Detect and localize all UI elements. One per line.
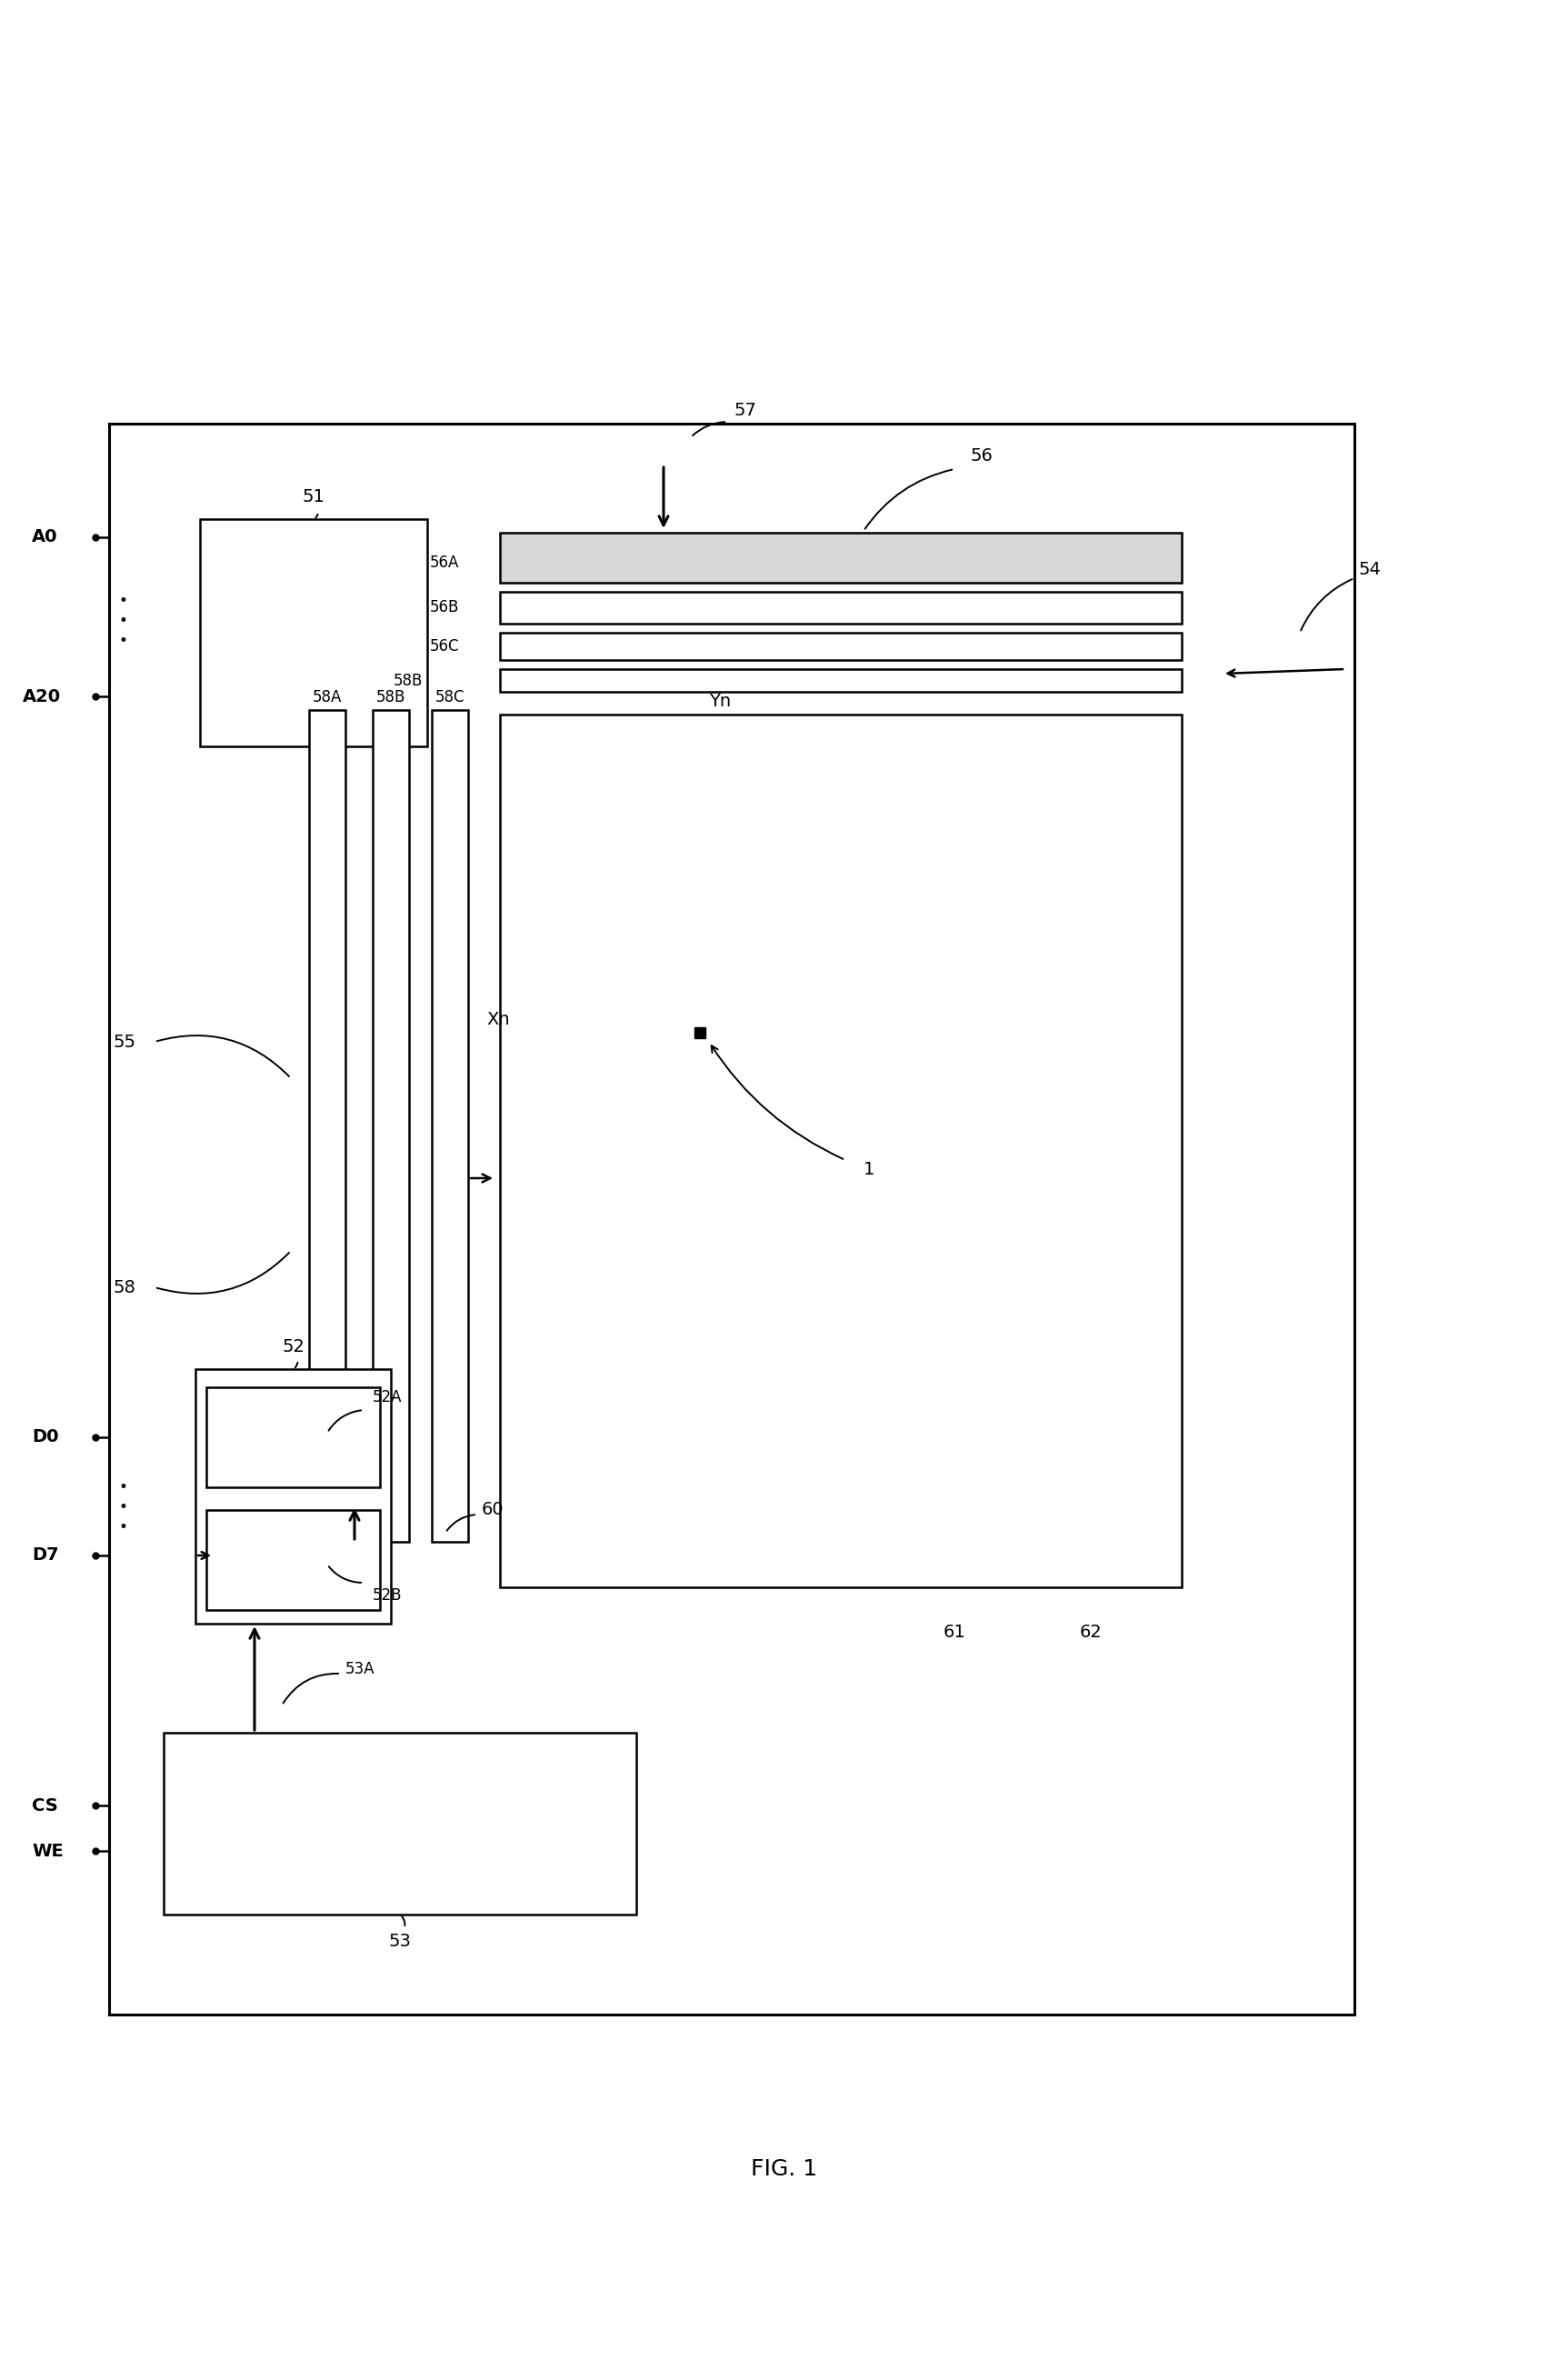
Text: 58C: 58C [436,689,464,706]
Text: 53: 53 [389,1933,411,1949]
Text: 56A: 56A [430,555,459,571]
Text: •: • [118,592,127,609]
Bar [500,592,1182,623]
Text: 54: 54 [1359,559,1381,578]
Bar [500,715,1182,1588]
Text: 55: 55 [113,1034,136,1050]
Text: 52A: 52A [373,1390,403,1407]
Text: •: • [118,1480,127,1496]
Text: A20: A20 [22,687,61,706]
Bar [110,425,1355,2015]
Text: Yn: Yn [709,694,731,710]
Text: •: • [118,632,127,649]
Bar [373,710,409,1541]
Bar [163,1732,637,1914]
Text: 58B: 58B [376,689,406,706]
Bar [500,533,1182,583]
Text: WE: WE [31,1843,63,1860]
Text: 60: 60 [481,1501,505,1517]
Text: 62: 62 [1079,1624,1102,1640]
Bar [201,519,426,746]
Bar [309,710,345,1541]
Text: D7: D7 [31,1546,58,1565]
Bar [207,1388,379,1487]
Text: 53A: 53A [345,1661,375,1678]
Text: 57: 57 [734,401,757,420]
Text: CS: CS [31,1796,58,1815]
Text: •: • [118,1520,127,1536]
Text: 58: 58 [113,1279,136,1296]
Text: •: • [118,614,127,630]
Bar [431,710,469,1541]
Text: FIG. 1: FIG. 1 [751,2157,817,2181]
Bar [500,670,1182,691]
Text: 61: 61 [944,1624,966,1640]
Text: 58A: 58A [312,689,342,706]
Text: 51: 51 [303,489,325,505]
Text: 52B: 52B [373,1588,403,1605]
Text: D0: D0 [31,1428,58,1447]
Text: A0: A0 [31,529,58,545]
Bar [500,632,1182,661]
Text: 58B: 58B [394,673,423,689]
Text: •: • [118,1499,127,1515]
Bar [207,1510,379,1610]
Text: 1: 1 [864,1161,875,1178]
Bar [196,1369,390,1624]
Text: 52: 52 [282,1338,304,1355]
Text: Xn: Xn [486,1010,510,1029]
Text: 56B: 56B [430,599,459,616]
Text: 56: 56 [971,448,993,465]
Text: 56C: 56C [430,637,459,654]
